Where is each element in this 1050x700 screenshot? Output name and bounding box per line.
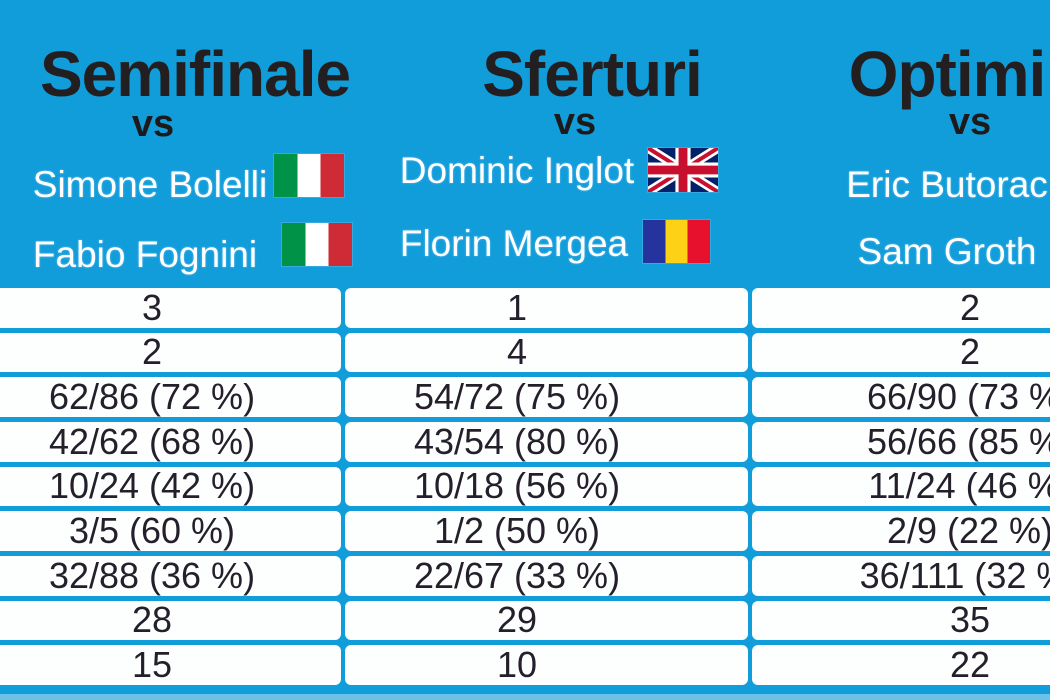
round-title-sferturi: Sferturi [482,38,703,110]
stat-cell: 22/67 (33 %) [345,556,748,596]
stat-cell: 28 [0,600,341,641]
stat-cell: 62/86 (72 %) [0,377,341,417]
vs-label: vs [131,103,175,145]
stat-cell: 11/24 (46 %) [752,466,1050,507]
united-kingdom-flag-icon [648,148,718,192]
stat-cell: 10/18 (56 %) [345,466,748,507]
player-name: Fabio Fognini [32,234,258,275]
stat-cell: 42/62 (68 %) [0,422,341,462]
stat-cell: 10 [345,645,748,685]
player-name: Florin Mergea [399,223,629,264]
stat-cell: 4 [345,332,748,373]
player-name: Sam Groth [857,231,1037,272]
stat-cell: 32/88 (36 %) [0,556,341,596]
player-name: Simone Bolelli [32,164,268,205]
vs-label: vs [553,101,597,143]
italy-flag-icon [274,154,344,197]
stat-cell: 3/5 (60 %) [0,511,341,551]
stat-cell: 35 [752,600,1050,641]
player-name: Dominic Inglot [399,150,635,191]
round-title-semifinale: Semifinale [39,38,351,110]
stat-cell: 2/9 (22 %) [752,511,1050,551]
italy-flag-icon [282,223,352,266]
vs-label: vs [948,101,992,143]
stat-cell: 29 [345,600,748,641]
stat-cell: 15 [0,645,341,685]
stat-cell: 22 [752,645,1050,685]
stat-cell: 56/66 (85 %) [752,422,1050,462]
stat-cell: 2 [752,332,1050,373]
stat-cell: 54/72 (75 %) [345,377,748,417]
player-name: Eric Butorac [846,164,1048,205]
stat-cell: 10/24 (42 %) [0,466,341,507]
stat-cell: 2 [0,332,341,373]
stat-cell: 2 [752,288,1050,328]
stat-cell: 36/111 (32 %) [752,556,1050,596]
romania-flag-icon [643,220,710,263]
stat-cell: 1/2 (50 %) [345,511,748,551]
stat-cell: 3 [0,288,341,328]
stats-table: 3 1 2 2 4 2 62/86 (72 %) 54/72 (75 %) 66… [0,283,1050,685]
round-title-optimi: Optimi [848,38,1047,110]
stat-cell: 66/90 (73 %) [752,377,1050,417]
cut-off-next-row-edge [0,694,1050,700]
stat-cell: 43/54 (80 %) [345,422,748,462]
stat-cell: 1 [345,288,748,328]
